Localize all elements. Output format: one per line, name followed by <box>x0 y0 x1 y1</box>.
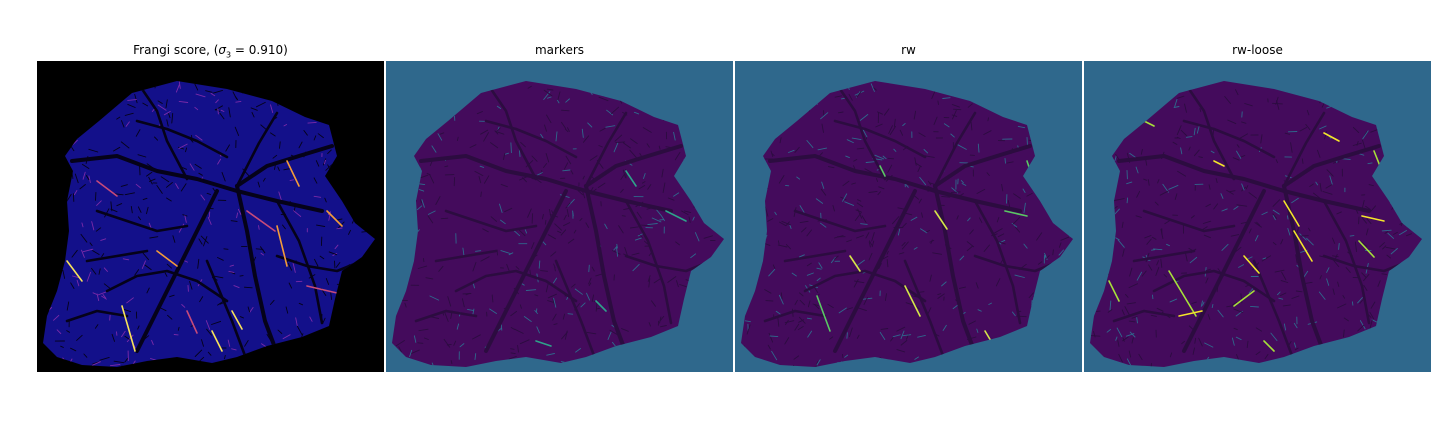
tissue-region <box>43 81 375 367</box>
markers-image <box>386 61 733 372</box>
title-suffix: = 0.910) <box>231 43 288 57</box>
title-prefix: Frangi score, ( <box>133 43 219 57</box>
title-sigma: σ <box>218 43 227 57</box>
rw-loose-image <box>1084 61 1431 372</box>
panel-title-frangi-score: Frangi score, (σ3 = 0.910) <box>37 40 384 60</box>
tissue-region <box>1090 81 1422 367</box>
panel-frangi-score: Frangi score, (σ3 = 0.910) <box>37 40 384 372</box>
tissue-region <box>741 81 1073 367</box>
panel-rw-loose: rw-loose <box>1084 40 1431 372</box>
rw-image <box>735 61 1082 372</box>
title-subscript: 3 <box>226 50 232 60</box>
panel-title-rw-loose: rw-loose <box>1232 43 1283 57</box>
panel-title-rw: rw <box>901 43 916 57</box>
tissue-region <box>392 81 724 367</box>
panel-title-markers: markers <box>534 43 585 57</box>
panel-rw: rw <box>735 40 1082 372</box>
tissue-texture <box>392 81 724 367</box>
frangi-score-image <box>37 61 384 372</box>
panel-markers: markers <box>386 40 733 372</box>
